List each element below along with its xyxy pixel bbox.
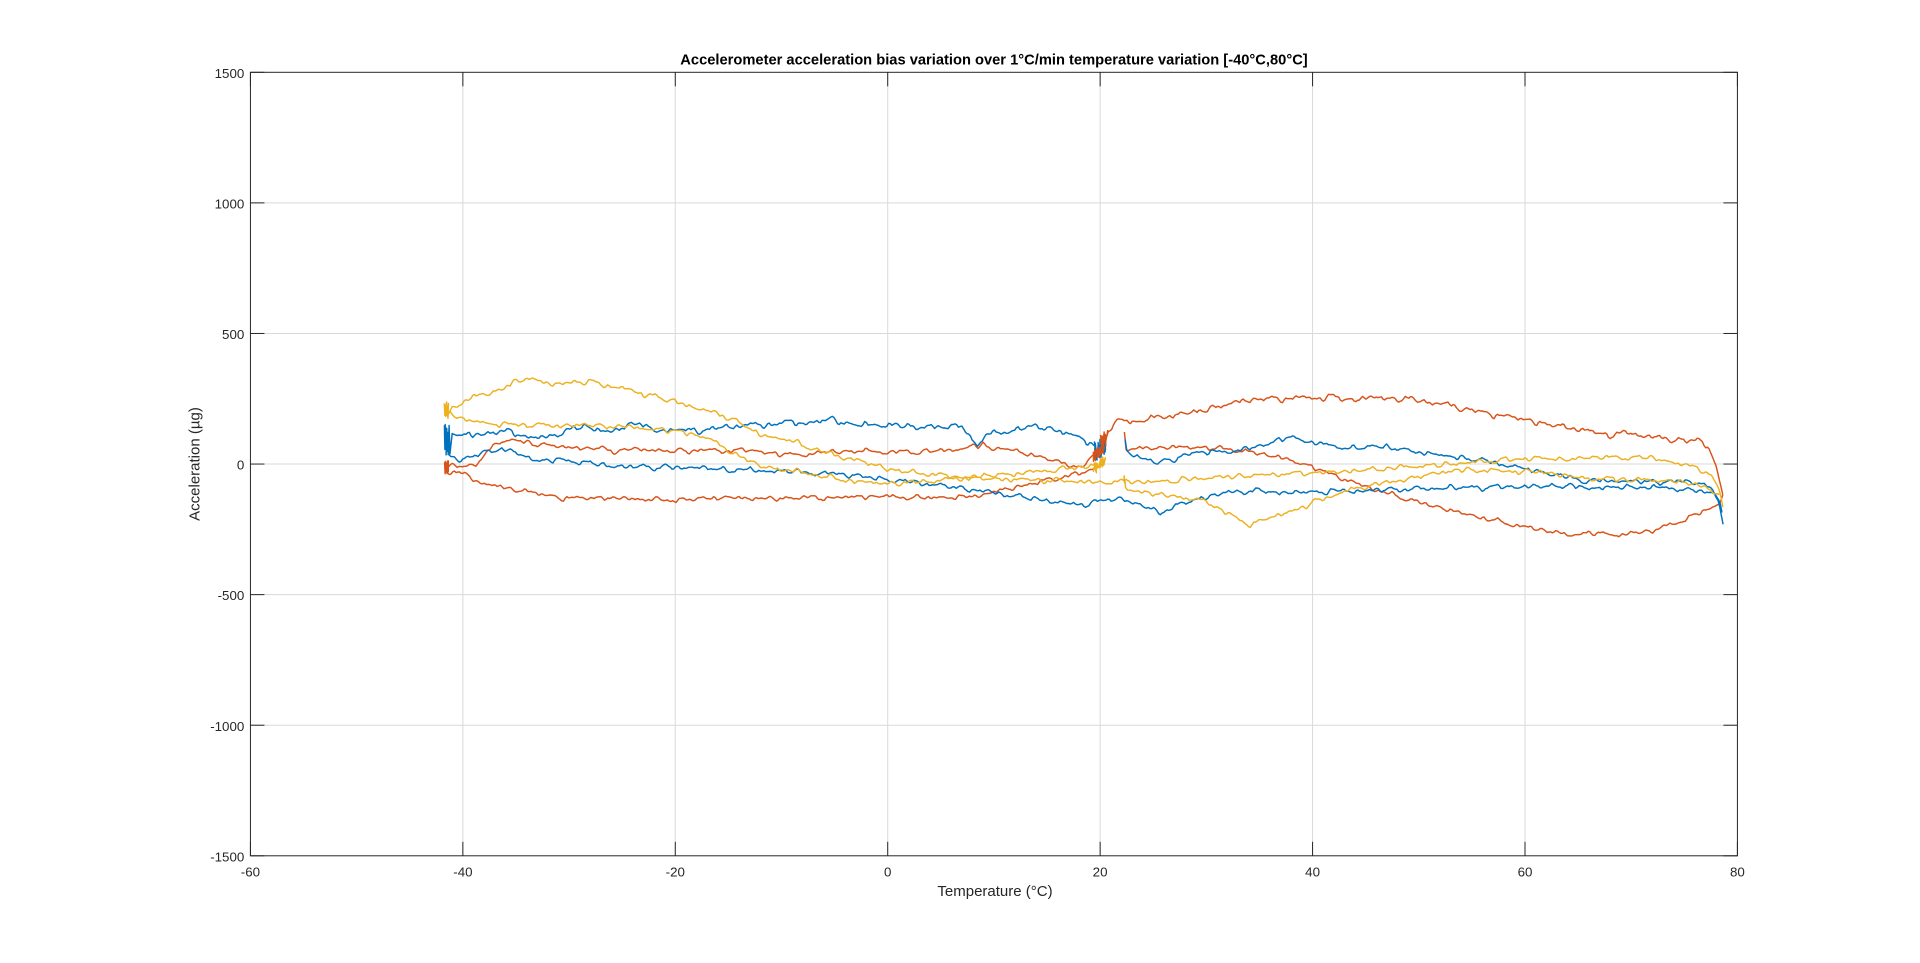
svg-text:-1500: -1500	[210, 849, 244, 864]
svg-text:-20: -20	[666, 865, 685, 880]
svg-text:80: 80	[1730, 865, 1745, 880]
svg-text:-40: -40	[453, 865, 472, 880]
svg-text:1500: 1500	[215, 66, 245, 81]
svg-text:0: 0	[884, 865, 891, 880]
svg-text:500: 500	[222, 327, 244, 342]
svg-text:-60: -60	[241, 865, 260, 880]
svg-text:-1000: -1000	[210, 719, 244, 734]
svg-text:1000: 1000	[215, 197, 245, 212]
svg-text:60: 60	[1518, 865, 1533, 880]
svg-text:-500: -500	[218, 588, 245, 603]
svg-text:Accelerometer acceleration bia: Accelerometer acceleration bias variatio…	[680, 53, 1307, 69]
svg-text:Temperature (°C): Temperature (°C)	[937, 883, 1052, 900]
svg-text:0: 0	[237, 458, 244, 473]
svg-text:Acceleration (µg): Acceleration (µg)	[187, 407, 204, 521]
svg-text:20: 20	[1093, 865, 1108, 880]
svg-text:40: 40	[1305, 865, 1320, 880]
